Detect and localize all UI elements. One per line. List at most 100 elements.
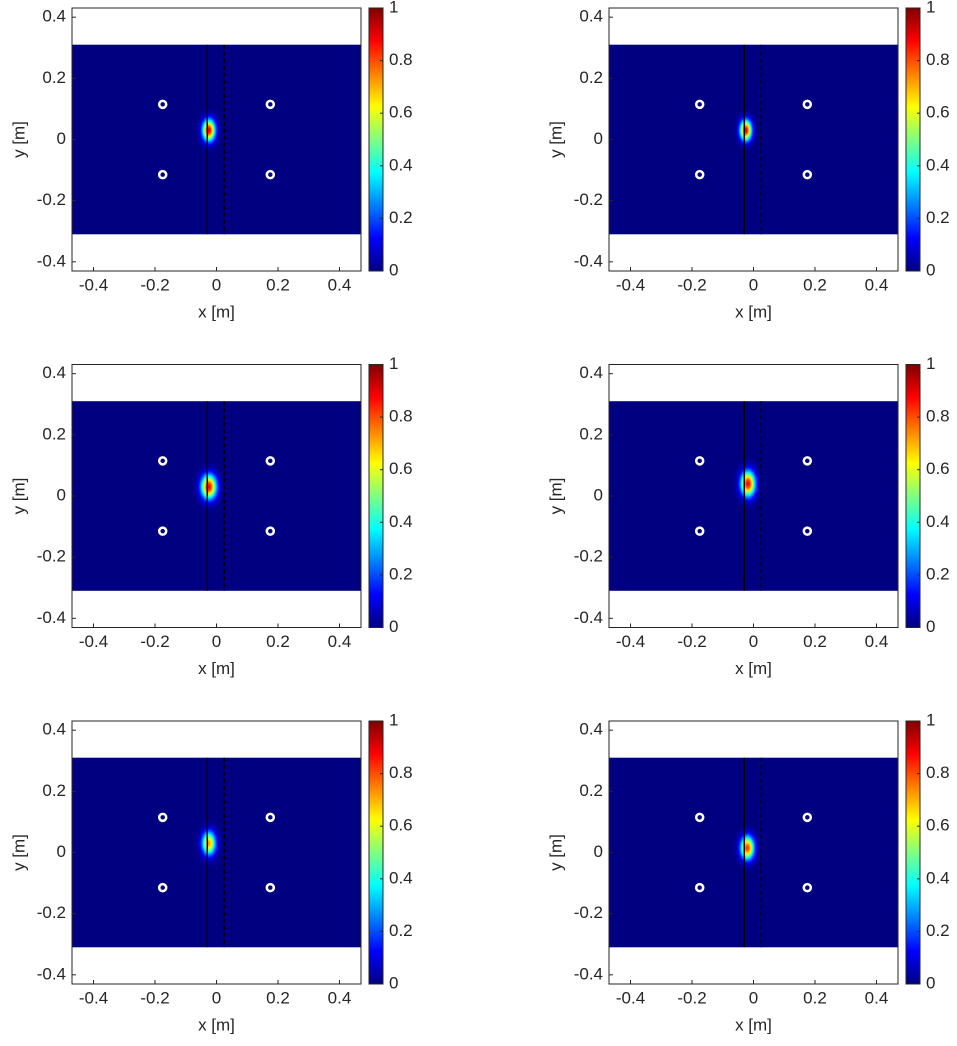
x-tick-label: 0.2 — [266, 275, 290, 294]
x-axis-label: x [m] — [198, 1015, 235, 1034]
colorbar-tick-label: 0.8 — [926, 50, 950, 69]
colorbar-tick-label: 1 — [389, 710, 398, 729]
colorbar — [905, 364, 921, 628]
colorbar-tick-label: 0.2 — [389, 208, 413, 227]
sensor — [265, 456, 276, 466]
y-axis-label: y [m] — [9, 478, 28, 515]
x-tick-label: -0.2 — [140, 988, 169, 1007]
x-tick-label: -0.4 — [79, 275, 108, 294]
x-tick-label: 0.4 — [328, 632, 352, 651]
sensor — [265, 526, 276, 536]
y-axis-label: y [m] — [9, 121, 28, 158]
y-tick-label: 0.2 — [579, 68, 603, 87]
colorbar-tick-label: 0.8 — [389, 763, 413, 782]
colorbar-tick-label: 1 — [926, 0, 935, 16]
sensor — [802, 169, 813, 180]
sensor — [694, 882, 705, 893]
colorbar-tick-label: 0 — [926, 973, 935, 992]
sensor — [802, 456, 813, 466]
colorbar-tick-label: 0.2 — [926, 208, 950, 227]
y-tick-label: -0.2 — [574, 547, 603, 566]
y-tick-label: -0.4 — [574, 608, 603, 627]
x-tick-label: 0.4 — [865, 988, 889, 1007]
x-tick-label: 0.2 — [803, 632, 827, 651]
x-tick-label: 0 — [749, 988, 758, 1007]
x-tick-label: -0.2 — [677, 988, 706, 1007]
colorbar — [368, 364, 384, 628]
intensity-peak — [193, 462, 225, 512]
sensor — [694, 812, 705, 823]
y-tick-label: 0 — [594, 129, 603, 148]
sensor — [157, 456, 168, 466]
x-tick-label: -0.2 — [677, 275, 706, 294]
sensor — [802, 526, 813, 536]
x-tick-label: 0.4 — [328, 988, 352, 1007]
sensor — [694, 526, 705, 536]
colorbar-tick-label: 0 — [389, 973, 398, 992]
sensor — [694, 169, 705, 180]
colorbar-tick-label: 0 — [389, 260, 398, 279]
colorbar — [368, 7, 384, 272]
x-tick-label: 0 — [212, 988, 221, 1007]
y-tick-label: -0.4 — [574, 964, 603, 983]
y-tick-label: 0.4 — [579, 363, 603, 382]
colorbar-tick-label: 1 — [926, 710, 935, 729]
sensor — [157, 882, 168, 893]
y-tick-label: 0.2 — [579, 424, 603, 443]
x-tick-label: 0 — [749, 275, 758, 294]
y-tick-label: 0 — [57, 129, 66, 148]
colorbar-tick-label: 0.2 — [389, 564, 413, 583]
x-tick-label: -0.4 — [616, 275, 645, 294]
colorbar-tick-label: 0.6 — [389, 103, 413, 122]
y-tick-label: -0.2 — [37, 547, 66, 566]
colorbar-tick-label: 0.2 — [926, 564, 950, 583]
y-tick-label: -0.4 — [574, 251, 603, 270]
colorbar-tick-label: 0 — [389, 617, 398, 636]
y-tick-label: 0.4 — [42, 363, 66, 382]
sensor — [157, 169, 168, 180]
colorbar — [905, 7, 921, 272]
y-axis-label: y [m] — [546, 478, 565, 515]
x-tick-label: -0.4 — [616, 988, 645, 1007]
intensity-peak — [194, 819, 223, 868]
y-tick-label: 0.2 — [579, 781, 603, 800]
x-axis-label: x [m] — [735, 659, 772, 678]
x-tick-label: 0.4 — [328, 275, 352, 294]
sensor — [265, 169, 276, 180]
x-tick-label: 0 — [212, 275, 221, 294]
y-tick-label: 0.2 — [42, 68, 66, 87]
intensity-peak — [733, 458, 763, 510]
colorbar-tick-label: 0.4 — [926, 512, 950, 531]
y-tick-label: 0.4 — [42, 720, 66, 739]
colorbar-tick-label: 0.6 — [389, 816, 413, 835]
y-tick-label: -0.2 — [574, 190, 603, 209]
colorbar-tick-label: 0.6 — [926, 816, 950, 835]
x-tick-label: 0 — [749, 632, 758, 651]
colorbar-tick-label: 0.8 — [389, 50, 413, 69]
y-tick-label: 0.2 — [42, 424, 66, 443]
x-tick-label: 0.2 — [266, 632, 290, 651]
x-tick-label: 0.4 — [865, 632, 889, 651]
sensor — [802, 882, 813, 893]
y-tick-label: -0.4 — [37, 964, 66, 983]
y-tick-label: -0.2 — [574, 903, 603, 922]
colorbar-tick-label: 0.6 — [926, 459, 950, 478]
x-tick-label: 0.2 — [266, 988, 290, 1007]
x-tick-label: -0.4 — [79, 988, 108, 1007]
y-tick-label: 0 — [57, 485, 66, 504]
intensity-peak — [733, 824, 762, 872]
x-tick-label: 0 — [212, 632, 221, 651]
y-tick-label: 0 — [57, 842, 66, 861]
x-tick-label: 0.2 — [803, 988, 827, 1007]
sensor — [157, 99, 168, 110]
sensor — [265, 812, 276, 823]
x-tick-label: -0.2 — [140, 632, 169, 651]
x-tick-label: -0.2 — [677, 632, 706, 651]
colorbar-tick-label: 0 — [926, 260, 935, 279]
y-axis-label: y [m] — [546, 834, 565, 871]
colorbar-tick-label: 0.2 — [926, 921, 950, 940]
y-tick-label: -0.4 — [37, 608, 66, 627]
colorbar-tick-label: 1 — [389, 354, 398, 373]
sensor — [694, 99, 705, 110]
colorbar-tick-label: 0.4 — [389, 155, 413, 174]
